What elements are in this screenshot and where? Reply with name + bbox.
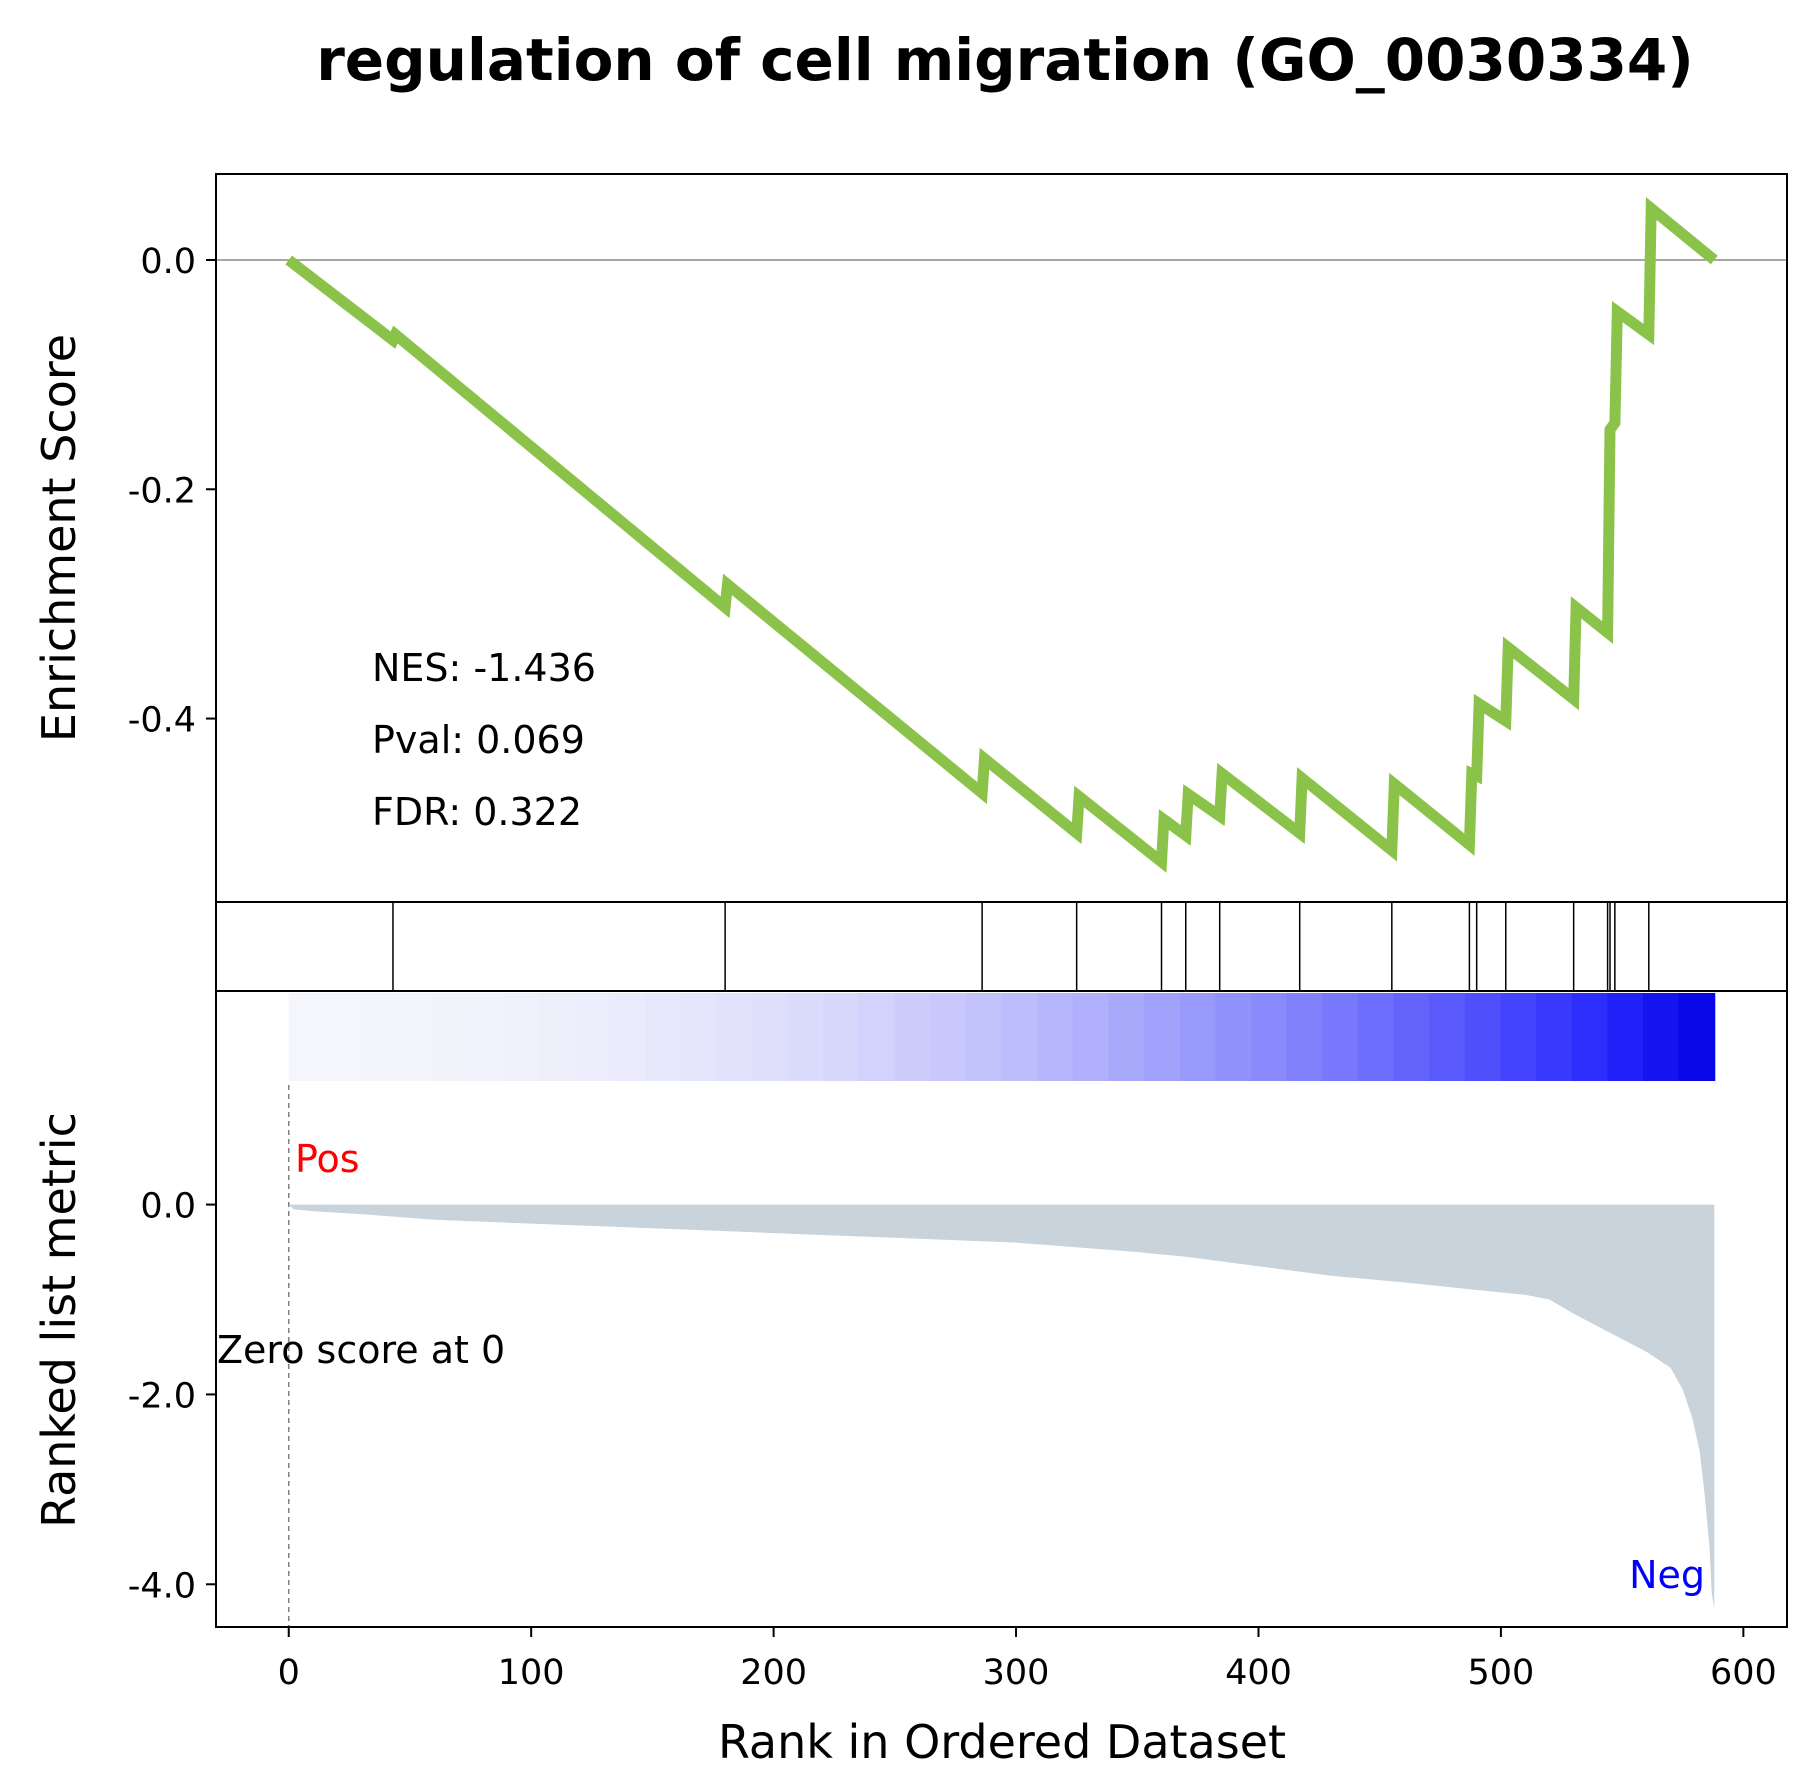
strip-segment (1571, 993, 1609, 1081)
y-tick-label: -0.2 (128, 471, 196, 511)
gene-hit-lines (392, 902, 1650, 991)
x-tick-label: 600 (1710, 1653, 1777, 1693)
strip-segment (1108, 993, 1146, 1081)
strip-segment (609, 993, 647, 1081)
strip-segment (858, 993, 896, 1081)
enrichment-series (285, 196, 1718, 873)
strip-segment (1642, 993, 1680, 1081)
y-tick-label: -0.4 (128, 701, 196, 741)
x-tick-label: 0 (278, 1653, 300, 1693)
stat-label: Pval: 0.069 (372, 718, 585, 762)
y-tick-label: -2.0 (128, 1376, 196, 1416)
strip-segment (1393, 993, 1431, 1081)
strip-segment (716, 993, 754, 1081)
x-axis-ticks: 0 100 200 300 400 500 600 (278, 1627, 1777, 1693)
rank-color-strip (288, 993, 1716, 1081)
strip-segment (502, 993, 540, 1081)
enrichment-y-ticks: 0.0 -0.2 -0.4 (128, 242, 216, 741)
ranked-frame (215, 990, 1788, 1628)
strip-segment (1286, 993, 1324, 1081)
strip-segment (288, 993, 326, 1081)
strip-segment (1144, 993, 1181, 1081)
strip-segment (1072, 993, 1110, 1081)
ranked-y-label: Ranked list metric (32, 1112, 86, 1528)
ranked-y-ticks: 0.0 -2.0 -4.0 (128, 1187, 216, 1606)
x-tick-label: 400 (1225, 1653, 1292, 1693)
pos-label: Pos (295, 1137, 360, 1181)
strip-segment (1464, 993, 1502, 1081)
strip-segment (645, 993, 682, 1081)
y-tick-label: 0.0 (140, 1187, 196, 1227)
strip-segment (752, 993, 789, 1081)
enrichment-score-line (285, 196, 1718, 873)
strip-segment (1500, 993, 1538, 1081)
strip-segment (965, 993, 1003, 1081)
strip-segment (1179, 993, 1217, 1081)
strip-segment (1536, 993, 1573, 1081)
strip-segment (1429, 993, 1466, 1081)
strip-segment (1678, 993, 1716, 1081)
ranked-metric-area (288, 1204, 1715, 1608)
enrichment-panel: NES: -1.436 Pval: 0.069 FDR: 0.322 0.0 -0.2… (32, 173, 1788, 903)
neg-label: Neg (1629, 1553, 1705, 1597)
strip-segment (894, 993, 932, 1081)
strip-segment (1001, 993, 1039, 1081)
enrichment-y-label: Enrichment Score (32, 334, 86, 742)
x-tick-label: 300 (983, 1653, 1050, 1693)
strip-segment (1037, 993, 1074, 1081)
stat-label: NES: -1.436 (372, 646, 596, 690)
strip-segment (431, 993, 468, 1081)
ranked-panel: Pos Neg Zero score at 0 0.0 -2.0 -4.0 Ranked… (32, 990, 1788, 1628)
zero-score-label: Zero score at 0 (217, 1328, 505, 1372)
strip-segment (680, 993, 718, 1081)
enrichment-stats: NES: -1.436 Pval: 0.069 FDR: 0.322 (372, 646, 596, 834)
strip-segment (466, 993, 504, 1081)
strip-segment (1607, 993, 1644, 1081)
hits-frame (215, 901, 1788, 992)
ranked-metric-series (288, 1204, 1715, 1608)
y-tick-label: -4.0 (128, 1566, 196, 1606)
x-tick-label: 500 (1468, 1653, 1535, 1693)
strip-segment (395, 993, 433, 1081)
strip-segment (823, 993, 860, 1081)
x-tick-label: 200 (740, 1653, 807, 1693)
strip-segment (930, 993, 967, 1081)
stat-label: FDR: 0.322 (372, 790, 582, 834)
x-tick-label: 100 (498, 1653, 565, 1693)
hits-panel (215, 901, 1788, 992)
y-tick-label: 0.0 (140, 242, 196, 282)
strip-segment (1215, 993, 1252, 1081)
strip-segment (538, 993, 575, 1081)
strip-segment (360, 993, 397, 1081)
x-axis-label: Rank in Ordered Dataset (718, 1715, 1286, 1769)
ranked-metric-labels: Pos Neg Zero score at 0 (217, 1085, 1705, 1627)
strip-segment (573, 993, 611, 1081)
strip-segment (324, 993, 362, 1081)
strip-segment (1250, 993, 1288, 1081)
strip-segment (787, 993, 825, 1081)
strip-segment (1322, 993, 1359, 1081)
strip-segment (1357, 993, 1395, 1081)
chart-title: regulation of cell migration (GO_0030334… (316, 26, 1694, 94)
